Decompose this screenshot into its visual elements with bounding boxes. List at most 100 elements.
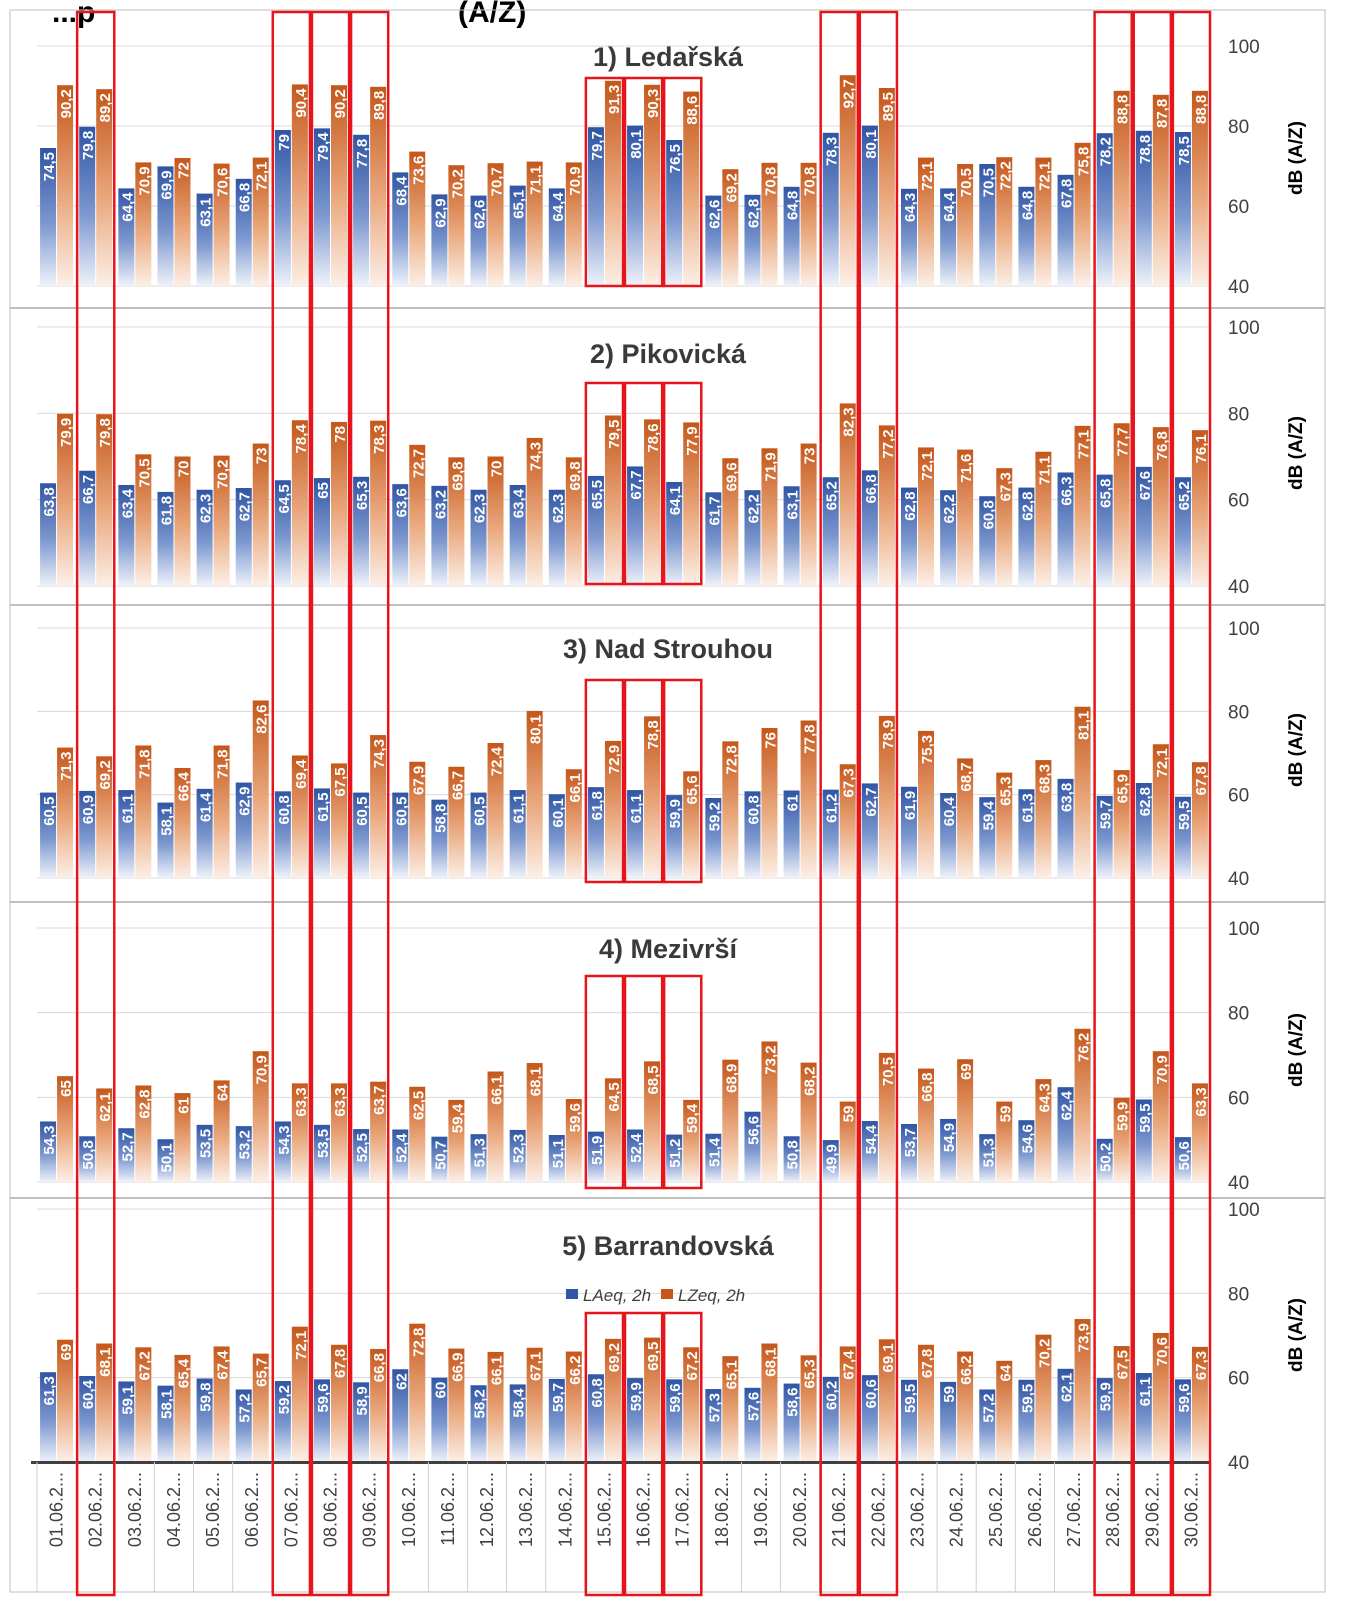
laeq-data-label: 78,3 [824,137,841,166]
laeq-bar [353,1129,370,1182]
laeq-bar [861,1121,878,1182]
laeq-data-label: 52,7 [119,1132,136,1161]
laeq-data-label: 54,4 [863,1124,880,1154]
lzeq-bar [800,443,817,586]
lzeq-bar [448,766,465,878]
lzeq-bar [1113,770,1130,878]
laeq-data-label: 76,5 [667,144,684,173]
lzeq-bar [996,1360,1013,1462]
lzeq-data-label: 69 [58,1344,75,1361]
lzeq-bar [1074,425,1091,586]
laeq-bar [901,188,917,286]
lzeq-data-label: 72,1 [1154,748,1171,777]
laeq-data-label: 59 [941,1386,958,1403]
lzeq-bar [174,1093,191,1182]
lzeq-data-label: 66,8 [371,1353,388,1382]
laeq-data-label: 66,8 [237,183,254,212]
lzeq-data-label: 89,5 [880,92,897,121]
lzeq-bar [683,91,700,286]
laeq-bar [861,470,878,586]
laeq-data-label: 62,1 [1059,1373,1076,1402]
laeq-bar [157,166,174,286]
lzeq-bar [96,756,113,878]
laeq-bar [79,1375,96,1462]
laeq-bar [509,484,526,586]
lzeq-data-label: 81,1 [1076,711,1093,740]
panel-5: 40 60 80 100 5) Barrandovská dB (A/Z) 61,369 60… [10,1197,1325,1474]
laeq-bar [1018,487,1035,586]
lzeq-bar [252,157,269,286]
lzeq-bar [526,161,543,286]
laeq-bar [1174,132,1191,286]
lzeq-bar [57,413,74,586]
laeq-data-label: 51,1 [550,1139,567,1168]
laeq-data-label: 59,5 [1176,801,1193,830]
panel-title: 5) Barrandovská [562,1231,775,1261]
laeq-data-label: 59,2 [706,802,723,831]
main-title: ...p [52,0,95,29]
laeq-data-label: 68,4 [393,176,410,206]
lzeq-data-label: 76,8 [1154,431,1171,460]
laeq-bar [940,793,957,878]
highlight-day-box [584,678,625,884]
lzeq-bar [213,455,230,586]
laeq-bar [548,489,565,586]
laeq-bar [666,1134,683,1182]
laeq-data-label: 61,3 [41,1376,58,1405]
laeq-data-label: 65,3 [354,481,371,510]
laeq-data-label: 64,4 [550,192,567,222]
laeq-bar [861,783,878,878]
laeq-data-label: 62,8 [1019,492,1036,521]
laeq-data-label: 60,9 [80,795,97,824]
laeq-bar [274,1381,291,1462]
laeq-data-label: 62,2 [941,494,958,523]
laeq-data-label: 61,8 [589,791,606,820]
laeq-bar [196,1124,213,1182]
laeq-bar [587,1374,604,1462]
x-tick-label: 24.06.2... [947,1472,967,1547]
lzeq-bar [1191,762,1208,878]
lzeq-bar [604,80,621,286]
laeq-data-label: 67,8 [1059,179,1076,208]
y-tick-label: 80 [1228,117,1249,138]
laeq-data-label: 61,5 [315,792,332,821]
laeq-bar [1096,795,1113,878]
lzeq-data-label: 73 [254,448,271,465]
laeq-data-label: 52,3 [511,1134,528,1163]
laeq-bar [744,1111,761,1182]
lzeq-bar [1035,1079,1052,1182]
laeq-bar [353,134,370,286]
lzeq-bar [213,1346,230,1462]
x-tick-label: 28.06.2... [1103,1472,1123,1547]
x-tick-label: 04.06.2... [164,1472,184,1547]
lzeq-bar [57,1339,74,1462]
laeq-data-label: 63,4 [119,488,136,518]
laeq-data-label: 59,5 [1019,1384,1036,1413]
laeq-bar [353,1382,370,1462]
lzeq-bar [487,1071,504,1182]
lzeq-data-label: 76,2 [1076,1033,1093,1062]
x-tick-label: 18.06.2... [712,1472,732,1547]
laeq-data-label: 65,8 [1098,479,1115,508]
lzeq-data-label: 59,4 [449,1103,466,1133]
laeq-bar [587,127,604,286]
lzeq-data-label: 70,9 [1154,1055,1171,1084]
laeq-data-label: 64,4 [941,192,958,222]
lzeq-data-label: 79,9 [58,418,75,447]
highlight-day-box [662,974,703,1190]
lzeq-data-label: 73,2 [762,1045,779,1074]
lzeq-bar [996,157,1013,286]
laeq-bar [1174,1379,1191,1462]
lzeq-bar [448,1348,465,1462]
lzeq-data-label: 80,1 [528,715,545,744]
lzeq-data-label: 74,3 [528,442,545,471]
laeq-bar [274,791,291,878]
lzeq-bar [370,1081,387,1182]
laeq-data-label: 63,1 [198,198,215,227]
lzeq-data-label: 69,5 [645,1342,662,1371]
y-tick-label: 100 [1228,318,1260,339]
lzeq-data-label: 68,1 [528,1067,545,1096]
lzeq-bar [1074,1319,1091,1462]
lzeq-data-label: 64 [215,1084,232,1101]
